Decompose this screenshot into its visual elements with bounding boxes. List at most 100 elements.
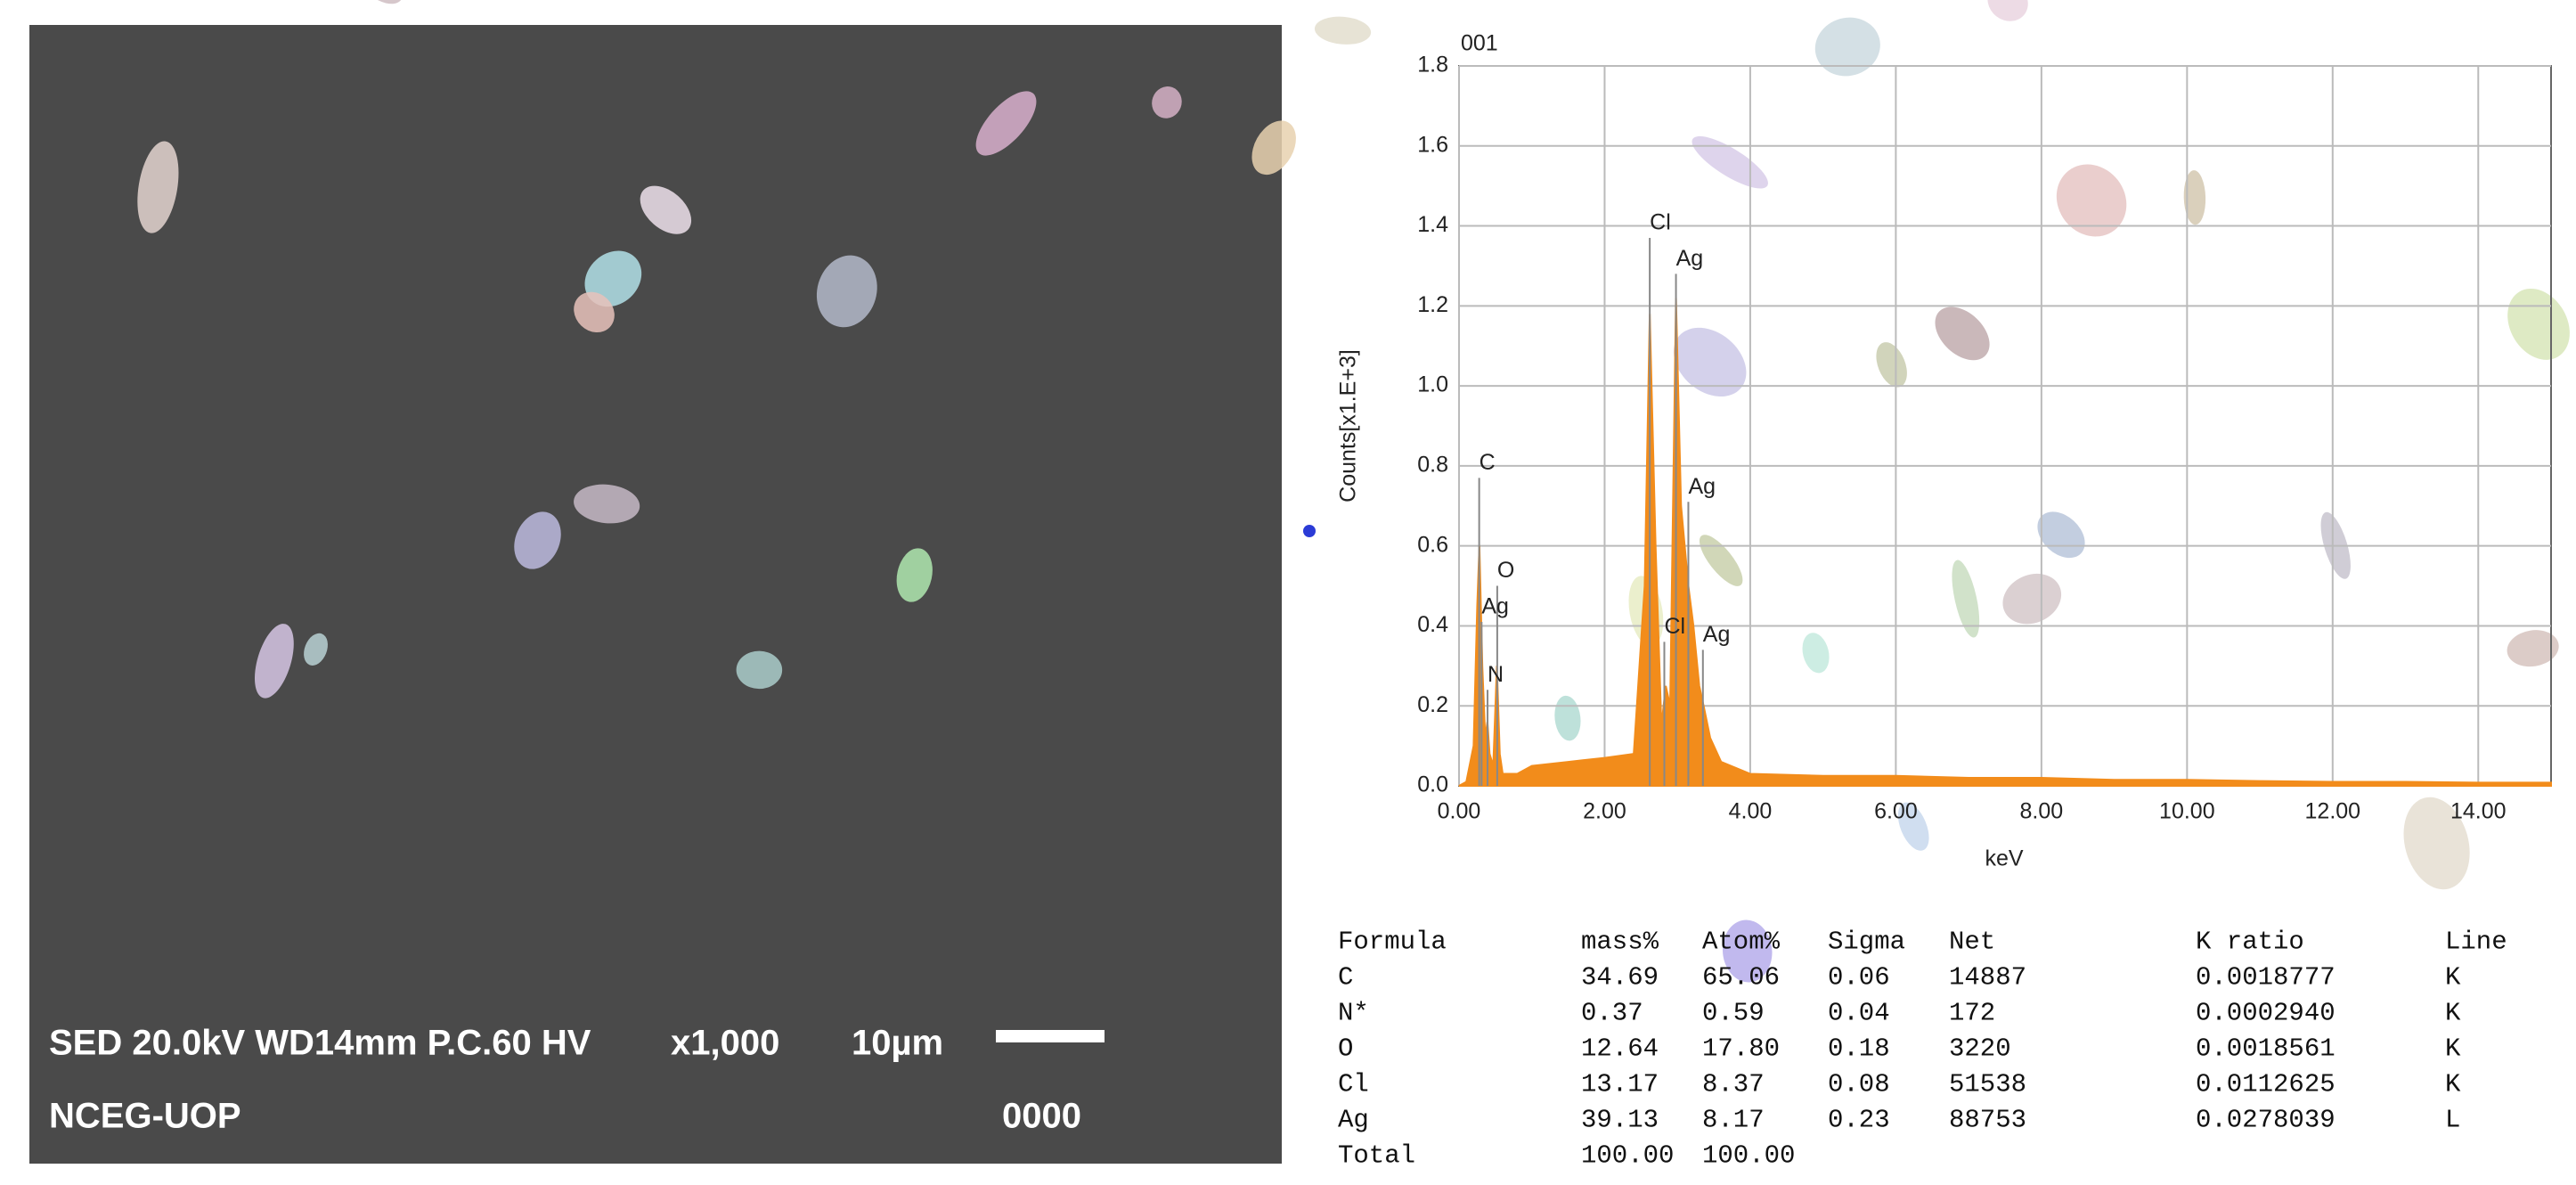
particle bbox=[1251, 120, 1296, 176]
y-tick-label: 0.4 bbox=[1417, 612, 1448, 637]
table-header: Sigma bbox=[1828, 928, 1905, 957]
table-cell: 88753 bbox=[1949, 1106, 2026, 1135]
table-cell: 8.37 bbox=[1702, 1070, 1765, 1099]
scale-bar bbox=[996, 1030, 1105, 1042]
x-tick-label: 4.00 bbox=[1729, 799, 1773, 824]
particle bbox=[2183, 170, 2206, 225]
magnification: x1,000 bbox=[671, 1024, 779, 1063]
table-cell: K bbox=[2445, 963, 2461, 993]
particle bbox=[574, 484, 640, 524]
x-tick-label: 8.00 bbox=[2020, 799, 2064, 824]
particle bbox=[350, 0, 404, 4]
peak-label: Ag bbox=[1676, 246, 1704, 271]
y-tick-label: 1.2 bbox=[1417, 292, 1448, 317]
particle bbox=[1935, 306, 1990, 361]
particle bbox=[1952, 560, 1980, 638]
table-cell: 65.06 bbox=[1702, 963, 1780, 993]
particles bbox=[137, 0, 2570, 983]
x-tick-label: 12.00 bbox=[2305, 799, 2361, 824]
particle bbox=[2037, 511, 2085, 559]
y-tick-label: 1.6 bbox=[1417, 132, 1448, 157]
table-cell: 0.0018777 bbox=[2196, 963, 2336, 993]
table-cell: 100.00 bbox=[1702, 1141, 1795, 1171]
table-cell: 0.0002940 bbox=[2196, 999, 2336, 1028]
particle bbox=[254, 624, 294, 699]
table-cell: 0.0112625 bbox=[2196, 1070, 2336, 1099]
table-cell: K bbox=[2445, 999, 2461, 1028]
particle bbox=[1897, 802, 1929, 851]
particle bbox=[736, 650, 783, 690]
table-cell: 34.69 bbox=[1581, 963, 1659, 993]
table-cell: 0.06 bbox=[1828, 963, 1890, 993]
particle bbox=[2002, 573, 2062, 625]
image-number: 0000 bbox=[1002, 1097, 1081, 1136]
table-cell: Cl bbox=[1338, 1070, 1369, 1099]
particle bbox=[304, 633, 328, 666]
peak-label: O bbox=[1497, 558, 1514, 583]
particle bbox=[896, 548, 933, 602]
y-tick-label: 1.8 bbox=[1417, 53, 1448, 78]
table-cell: L bbox=[2445, 1106, 2460, 1135]
table-cell: 0.18 bbox=[1828, 1034, 1890, 1064]
table-cell: 100.00 bbox=[1581, 1141, 1674, 1171]
x-tick-label: 2.00 bbox=[1583, 799, 1626, 824]
y-tick-label: 0.0 bbox=[1417, 772, 1448, 797]
x-tick-label: 10.00 bbox=[2159, 799, 2215, 824]
x-tick-label: 14.00 bbox=[2450, 799, 2507, 824]
table-cell: 8.17 bbox=[1702, 1106, 1765, 1135]
particle bbox=[1314, 16, 1372, 45]
table-cell: 0.08 bbox=[1828, 1070, 1890, 1099]
table-header: Formula bbox=[1338, 928, 1447, 957]
peak-label: Ag bbox=[1703, 622, 1731, 647]
particle bbox=[2507, 630, 2559, 667]
table-cell: 13.17 bbox=[1581, 1070, 1659, 1099]
table-header: Net bbox=[1949, 928, 1995, 957]
particle bbox=[816, 255, 877, 328]
table-cell: 0.04 bbox=[1828, 999, 1890, 1028]
particle bbox=[1673, 327, 1747, 397]
peak-label: Ag bbox=[1481, 594, 1509, 619]
y-axis-label: Counts[x1.E+3] bbox=[1336, 349, 1361, 503]
peak-label: N bbox=[1488, 662, 1504, 687]
particle bbox=[1692, 135, 1768, 189]
y-tick-label: 1.4 bbox=[1417, 212, 1448, 237]
scale-label: 10µm bbox=[852, 1024, 943, 1063]
table-cell: K bbox=[2445, 1070, 2461, 1099]
plot-frame bbox=[1458, 65, 2552, 787]
table-cell: 0.59 bbox=[1702, 999, 1765, 1028]
peak-label: Cl bbox=[1664, 614, 1685, 639]
chart-title: 001 bbox=[1461, 31, 1498, 56]
particle bbox=[640, 185, 692, 234]
table-header: Line bbox=[2445, 928, 2507, 957]
x-axis-label: keV bbox=[1985, 846, 2023, 871]
particle bbox=[584, 250, 642, 307]
table-cell: 12.64 bbox=[1581, 1034, 1659, 1064]
table-cell: C bbox=[1338, 963, 1353, 993]
particle bbox=[975, 91, 1037, 156]
table-cell: 172 bbox=[1949, 999, 1995, 1028]
particle bbox=[1722, 919, 1773, 983]
particle bbox=[2507, 288, 2570, 360]
table-header: K ratio bbox=[2196, 928, 2304, 957]
particle bbox=[1554, 695, 1581, 741]
peak-label: C bbox=[1480, 450, 1496, 475]
table-cell: N* bbox=[1338, 999, 1369, 1028]
particle bbox=[137, 141, 179, 233]
table-cell: 51538 bbox=[1949, 1070, 2026, 1099]
particle bbox=[1876, 342, 1907, 388]
table-cell: 0.0018561 bbox=[2196, 1034, 2336, 1064]
particle bbox=[2403, 797, 2470, 890]
lab-label: NCEG-UOP bbox=[49, 1097, 241, 1136]
peak-label: Ag bbox=[1688, 474, 1716, 499]
table-cell: 0.23 bbox=[1828, 1106, 1890, 1135]
table-header: mass% bbox=[1581, 928, 1659, 957]
y-tick-label: 0.2 bbox=[1417, 692, 1448, 717]
particle bbox=[574, 291, 615, 333]
y-tick-label: 1.0 bbox=[1417, 372, 1448, 397]
particle bbox=[1152, 86, 1182, 118]
particle bbox=[1802, 633, 1830, 674]
table-cell: 3220 bbox=[1949, 1034, 2011, 1064]
particle bbox=[1814, 17, 1880, 77]
particle bbox=[1699, 535, 1743, 586]
